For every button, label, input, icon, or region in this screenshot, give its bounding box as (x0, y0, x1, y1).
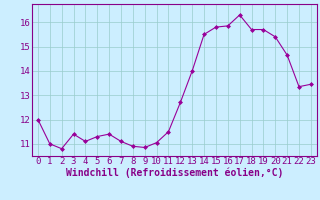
X-axis label: Windchill (Refroidissement éolien,°C): Windchill (Refroidissement éolien,°C) (66, 168, 283, 178)
